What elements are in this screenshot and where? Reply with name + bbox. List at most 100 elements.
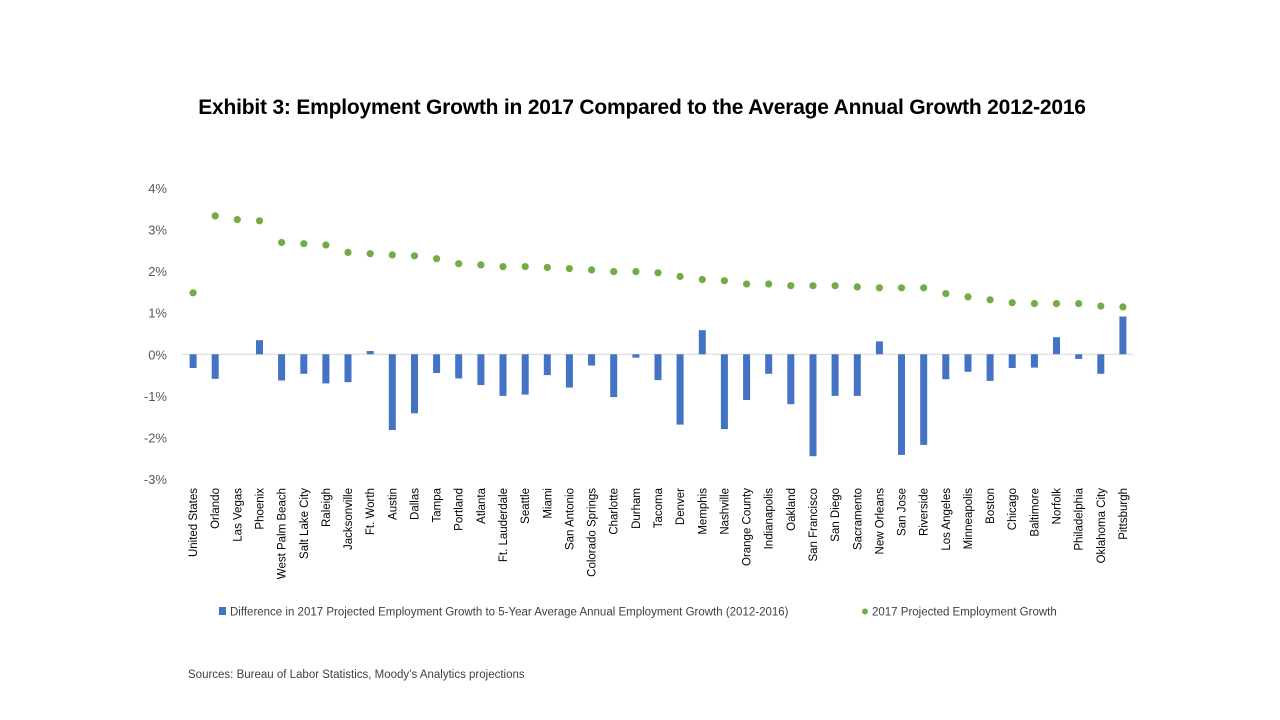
x-tick-label: Phoenix <box>255 488 267 530</box>
point <box>211 212 219 220</box>
point <box>853 283 861 291</box>
legend: Difference in 2017 Projected Employment … <box>219 607 1057 619</box>
x-tick-label: Ft. Lauderdale <box>498 488 510 562</box>
point <box>897 284 906 292</box>
bar <box>853 354 861 396</box>
bar <box>433 354 441 373</box>
dot-series <box>189 212 1127 311</box>
point <box>1075 300 1083 308</box>
point <box>720 277 729 285</box>
x-tick-label: San Antonio <box>564 488 576 550</box>
x-tick-label: Denver <box>675 488 687 525</box>
point <box>477 261 485 269</box>
point <box>300 240 308 248</box>
point <box>632 268 640 276</box>
point <box>344 248 352 256</box>
x-tick-label: Baltimore <box>1029 488 1041 537</box>
point <box>831 282 839 290</box>
x-tick-label: San Jose <box>897 488 909 536</box>
x-tick-label: Riverside <box>919 488 931 536</box>
point <box>765 280 773 288</box>
bar <box>942 354 950 380</box>
bar <box>1097 354 1105 374</box>
legend-bar-label: Difference in 2017 Projected Employment … <box>230 607 789 619</box>
x-tick-label: Salt Lake City <box>299 488 311 559</box>
point <box>875 284 884 292</box>
point <box>322 241 330 249</box>
point <box>499 263 507 271</box>
bar <box>300 354 308 374</box>
bar <box>388 354 396 430</box>
x-tick-label: New Orleans <box>874 488 886 555</box>
point <box>743 280 751 288</box>
y-tick-label: 2% <box>148 264 167 279</box>
bar <box>1030 354 1038 368</box>
bar-series <box>189 316 1127 457</box>
point <box>1008 299 1016 307</box>
x-tick-label: San Diego <box>830 488 842 542</box>
x-tick-label: Boston <box>985 488 997 524</box>
y-tick-label: 4% <box>148 181 167 196</box>
y-tick-label: 0% <box>148 347 167 362</box>
x-tick-label: Portland <box>454 488 466 531</box>
bar <box>344 354 352 383</box>
bar <box>654 354 662 381</box>
x-tick-label: Minneapolis <box>963 488 975 550</box>
legend-dot-label: 2017 Projected Employment Growth <box>872 607 1057 619</box>
bar <box>256 340 263 355</box>
point <box>410 252 419 260</box>
x-tick-label: Dallas <box>410 488 422 520</box>
point <box>588 266 596 274</box>
x-tick-label: Memphis <box>697 488 709 535</box>
x-tick-label: Orange County <box>742 488 754 566</box>
point <box>698 275 706 284</box>
bar <box>676 354 684 425</box>
y-tick-label: 3% <box>148 223 167 238</box>
point <box>278 238 286 247</box>
x-tick-label: Miami <box>542 488 554 519</box>
bar <box>455 354 463 379</box>
x-tick-label: Indianapolis <box>764 488 776 550</box>
point <box>433 255 441 263</box>
x-tick-label: San Francisco <box>808 488 820 562</box>
point <box>676 272 684 281</box>
x-tick-label: Orlando <box>210 488 222 529</box>
bar <box>787 354 795 405</box>
point <box>255 217 264 225</box>
point <box>654 269 662 277</box>
bar <box>1053 337 1060 355</box>
point <box>610 268 618 276</box>
bar <box>521 354 529 395</box>
bar <box>743 354 751 400</box>
y-tick-label: 1% <box>148 306 167 321</box>
bar <box>1008 354 1016 368</box>
bar <box>1075 354 1083 359</box>
x-axis-labels: United States Orlando Las Vegas Phoenix West… <box>188 487 1130 579</box>
bar <box>1119 316 1127 355</box>
point <box>565 265 574 273</box>
legend-dot-swatch <box>862 608 868 615</box>
point <box>787 282 795 290</box>
point <box>233 216 241 224</box>
x-tick-label: Durham <box>631 488 643 529</box>
x-tick-label: Los Angeles <box>941 488 953 551</box>
bar <box>720 354 728 430</box>
x-tick-label: Sacramento <box>852 488 864 550</box>
point <box>1030 300 1038 308</box>
x-tick-label: Oakland <box>786 488 798 531</box>
bar <box>411 354 418 414</box>
bar <box>543 354 551 376</box>
point <box>543 263 551 271</box>
x-tick-label: Norfolk <box>1052 488 1064 525</box>
bar <box>189 354 197 368</box>
point <box>1097 302 1105 310</box>
x-tick-label: Chicago <box>1007 488 1019 530</box>
x-tick-label: Jacksonville <box>343 488 355 550</box>
x-tick-label: Charlotte <box>609 488 621 535</box>
point <box>521 263 529 271</box>
point <box>986 296 994 304</box>
bar <box>698 330 706 355</box>
bar <box>809 354 817 457</box>
x-tick-label: Nashville <box>719 488 731 535</box>
